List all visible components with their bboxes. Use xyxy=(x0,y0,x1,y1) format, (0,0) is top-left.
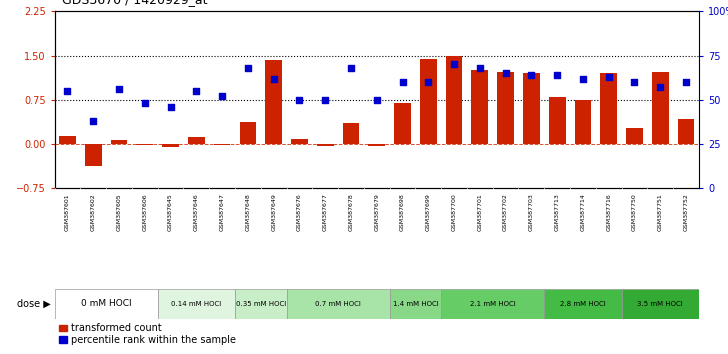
Bar xyxy=(368,144,385,146)
Text: 0.7 mM HOCl: 0.7 mM HOCl xyxy=(315,301,361,307)
Text: 2.8 mM HOCl: 2.8 mM HOCl xyxy=(560,301,606,307)
Point xyxy=(345,65,357,71)
Point xyxy=(680,79,692,85)
Point xyxy=(474,65,486,71)
Bar xyxy=(287,289,389,319)
Bar xyxy=(389,289,441,319)
Bar xyxy=(235,289,287,319)
Text: GSM387701: GSM387701 xyxy=(478,193,483,231)
Text: GSM387645: GSM387645 xyxy=(168,193,173,231)
Text: GSM387649: GSM387649 xyxy=(271,193,276,231)
Text: GSM387714: GSM387714 xyxy=(580,193,585,231)
Point xyxy=(448,62,460,67)
Bar xyxy=(394,103,411,144)
Point xyxy=(371,97,383,103)
Point xyxy=(293,97,305,103)
Text: GDS3670 / 1420929_at: GDS3670 / 1420929_at xyxy=(62,0,207,6)
Bar xyxy=(214,144,231,145)
Text: GSM387605: GSM387605 xyxy=(116,193,122,231)
Text: dose ▶: dose ▶ xyxy=(17,298,51,309)
Text: GSM387751: GSM387751 xyxy=(657,193,662,231)
Text: 3.5 mM HOCl: 3.5 mM HOCl xyxy=(637,301,683,307)
Bar xyxy=(291,139,308,144)
Point xyxy=(191,88,202,94)
Text: GSM387700: GSM387700 xyxy=(451,193,456,231)
Point xyxy=(422,79,434,85)
Text: GSM387648: GSM387648 xyxy=(245,193,250,231)
Bar xyxy=(240,122,256,144)
Point xyxy=(87,118,99,124)
Text: 0 mM HOCl: 0 mM HOCl xyxy=(81,299,132,308)
Text: GSM387752: GSM387752 xyxy=(684,193,689,231)
Text: GSM387679: GSM387679 xyxy=(374,193,379,231)
Bar xyxy=(158,289,235,319)
Point xyxy=(216,93,228,99)
Legend: transformed count, percentile rank within the sample: transformed count, percentile rank withi… xyxy=(60,324,236,345)
Bar xyxy=(497,72,514,144)
Text: GSM387698: GSM387698 xyxy=(400,193,405,231)
Bar xyxy=(188,137,205,144)
Point xyxy=(165,104,176,110)
Point xyxy=(499,70,511,76)
Bar xyxy=(622,289,699,319)
Point xyxy=(577,76,589,81)
Text: GSM387602: GSM387602 xyxy=(91,193,96,231)
Text: 0.14 mM HOCl: 0.14 mM HOCl xyxy=(171,301,221,307)
Bar xyxy=(652,72,668,144)
Bar xyxy=(59,136,76,144)
Text: GSM387677: GSM387677 xyxy=(323,193,328,231)
Bar xyxy=(85,144,102,166)
Text: GSM387716: GSM387716 xyxy=(606,193,612,231)
Bar xyxy=(626,128,643,144)
Bar xyxy=(441,289,545,319)
Point xyxy=(654,85,666,90)
Point xyxy=(139,101,151,106)
Bar xyxy=(343,124,360,144)
Bar xyxy=(472,70,488,144)
Text: GSM387678: GSM387678 xyxy=(349,193,354,231)
Point xyxy=(603,74,614,80)
Bar xyxy=(523,73,539,144)
Text: GSM387750: GSM387750 xyxy=(632,193,637,231)
Point xyxy=(551,72,563,78)
Text: GSM387713: GSM387713 xyxy=(555,193,560,231)
Point xyxy=(62,88,74,94)
Text: 1.4 mM HOCl: 1.4 mM HOCl xyxy=(392,301,438,307)
Bar xyxy=(317,144,333,146)
Point xyxy=(526,72,537,78)
Point xyxy=(320,97,331,103)
Bar xyxy=(265,60,282,144)
Point xyxy=(268,76,280,81)
Bar xyxy=(678,119,695,144)
Bar xyxy=(446,56,462,144)
Point xyxy=(242,65,254,71)
Text: 2.1 mM HOCl: 2.1 mM HOCl xyxy=(470,301,515,307)
Bar xyxy=(136,144,153,145)
Bar xyxy=(601,73,617,144)
Text: GSM387606: GSM387606 xyxy=(142,193,147,231)
Bar xyxy=(420,58,437,144)
Text: GSM387699: GSM387699 xyxy=(426,193,431,231)
Text: GSM387646: GSM387646 xyxy=(194,193,199,231)
Point xyxy=(114,86,125,92)
Bar xyxy=(111,140,127,144)
Text: GSM387703: GSM387703 xyxy=(529,193,534,231)
Text: GSM387702: GSM387702 xyxy=(503,193,508,231)
Bar xyxy=(162,144,179,147)
Bar xyxy=(549,97,566,144)
Bar xyxy=(545,289,622,319)
Text: GSM387676: GSM387676 xyxy=(297,193,302,231)
Text: 0.35 mM HOCl: 0.35 mM HOCl xyxy=(236,301,286,307)
Point xyxy=(397,79,408,85)
Bar xyxy=(574,100,591,144)
Text: GSM387601: GSM387601 xyxy=(65,193,70,231)
Text: GSM387647: GSM387647 xyxy=(220,193,225,231)
Bar xyxy=(55,289,158,319)
Point xyxy=(629,79,641,85)
